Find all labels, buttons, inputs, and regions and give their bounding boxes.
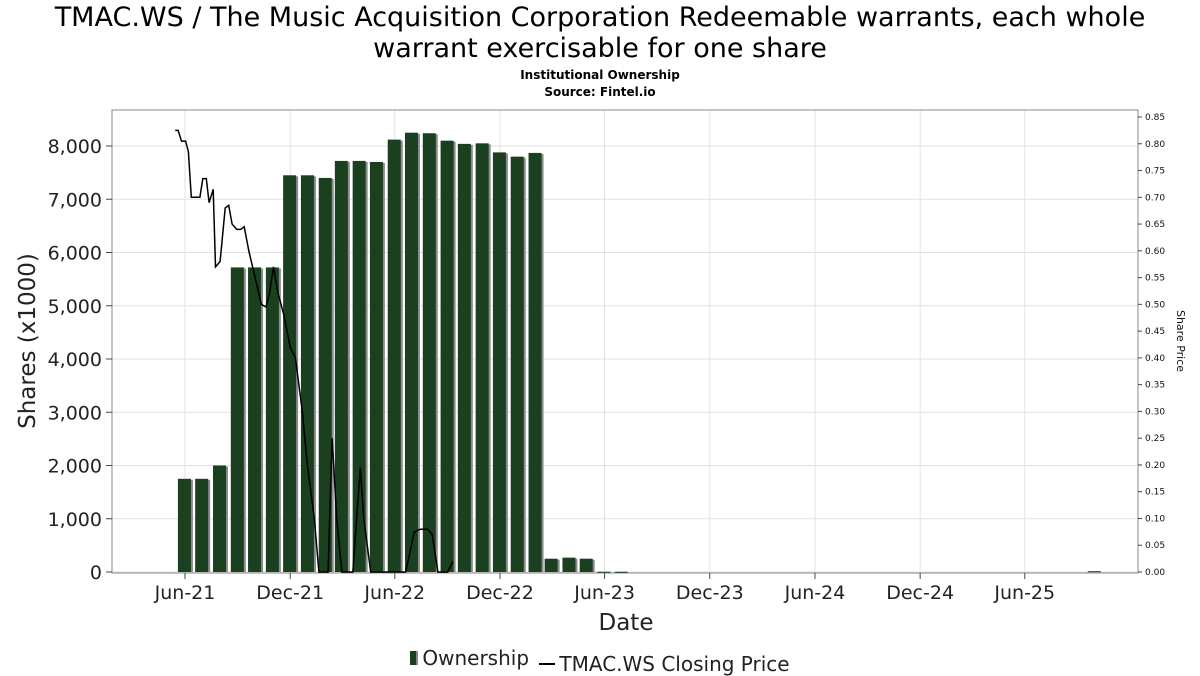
x-tick-label: Dec-24 xyxy=(886,582,954,604)
y-tick-label: 1,000 xyxy=(48,509,102,531)
secondary-y-axis-title: Share Price xyxy=(1174,310,1187,372)
legend-item-ownership: Ownership xyxy=(410,646,529,670)
secondary-y-axis: 0.00 0.05 0.10 0.15 0.20 0.25 0.30 0.35 0.40 0.45… xyxy=(1138,113,1165,578)
ownership-bar xyxy=(230,267,244,572)
ownership-bar xyxy=(248,267,262,572)
legend-label-ownership: Ownership xyxy=(422,646,530,670)
ownership-bar xyxy=(1087,571,1101,573)
ownership-bar xyxy=(318,177,332,572)
y-tick-label: 2,000 xyxy=(48,456,102,478)
x-tick-label: Jun-21 xyxy=(154,582,216,604)
y2-tick-label: 0.45 xyxy=(1145,327,1165,337)
x-tick-label: Jun-23 xyxy=(573,582,635,604)
x-tick-label: Jun-25 xyxy=(993,582,1055,604)
chart-source: Source: Fintel.io xyxy=(544,85,656,99)
y-tick-label: 7,000 xyxy=(48,189,102,211)
x-tick-label: Dec-23 xyxy=(676,582,744,604)
ownership-bar xyxy=(492,152,506,572)
y2-tick-label: 0.25 xyxy=(1145,434,1165,444)
y2-tick-label: 0.50 xyxy=(1145,300,1165,310)
y2-tick-label: 0.40 xyxy=(1145,354,1165,364)
chart-title: TMAC.WS / The Music Acquisition Corporat… xyxy=(54,2,1146,64)
ownership-bar xyxy=(195,478,209,572)
y-axis-title: Shares (x1000) xyxy=(15,253,41,429)
ownership-bar xyxy=(300,175,314,572)
ownership-bar xyxy=(597,571,611,573)
y2-tick-label: 0.80 xyxy=(1145,140,1165,150)
ownership-bar xyxy=(528,152,542,573)
ownership-bar xyxy=(579,558,593,572)
y-tick-label: 4,000 xyxy=(48,349,102,371)
y2-tick-label: 0.20 xyxy=(1145,461,1165,471)
grid xyxy=(112,110,1138,573)
ownership-bar xyxy=(334,160,348,572)
ownership-bar xyxy=(177,478,191,572)
y2-tick-label: 0.70 xyxy=(1145,193,1165,203)
legend-label-price: TMAC.WS Closing Price xyxy=(559,652,790,676)
y2-tick-label: 0.75 xyxy=(1145,167,1165,177)
ownership-bar xyxy=(510,156,524,572)
legend-bar-swatch xyxy=(410,651,419,665)
x-tick-label: Jun-22 xyxy=(363,582,425,604)
y2-tick-label: 0.05 xyxy=(1145,541,1165,551)
y2-tick-label: 0.55 xyxy=(1145,274,1165,284)
x-tick-label: Jun-24 xyxy=(784,582,846,604)
ownership-bar xyxy=(562,557,576,572)
legend-item-price: TMAC.WS Closing Price xyxy=(539,652,790,676)
y2-tick-label: 0.85 xyxy=(1145,113,1165,123)
y2-tick-label: 0.65 xyxy=(1145,220,1165,230)
y-tick-label: 5,000 xyxy=(48,296,102,318)
y2-tick-label: 0.10 xyxy=(1145,514,1165,524)
legend-line-swatch xyxy=(539,663,556,665)
y-axis: 0 1,000 2,000 3,000 4,000 5,000 6,000 7,000 8,00… xyxy=(48,136,112,584)
ownership-bar xyxy=(404,132,418,572)
y-tick-label: 3,000 xyxy=(48,402,102,424)
ownership-bar xyxy=(457,143,471,572)
ownership-bar xyxy=(544,558,558,572)
y2-tick-label: 0.35 xyxy=(1145,381,1165,391)
ownership-bar xyxy=(440,140,454,573)
y2-tick-label: 0.00 xyxy=(1145,568,1165,578)
price-series-line xyxy=(175,129,454,573)
y-tick-label: 8,000 xyxy=(48,136,102,158)
plot-area xyxy=(111,109,1139,574)
x-axis-title: Date xyxy=(599,610,654,636)
ownership-bar xyxy=(369,161,383,572)
ownership-bar xyxy=(283,175,297,572)
ownership-bar xyxy=(265,267,279,572)
ownership-bar xyxy=(422,133,436,572)
y2-tick-label: 0.30 xyxy=(1145,407,1165,417)
ownership-bar xyxy=(475,143,489,572)
y2-tick-label: 0.15 xyxy=(1145,488,1165,498)
chart-subtitle: Institutional Ownership xyxy=(520,68,680,82)
legend: Ownership TMAC.WS Closing Price xyxy=(0,646,1200,676)
y-tick-label: 6,000 xyxy=(48,243,102,265)
ownership-bar xyxy=(614,571,628,573)
x-axis: Jun-21 Dec-21 Jun-22 Dec-22 Jun-23 Dec-23 Jun-… xyxy=(154,573,1055,604)
x-tick-label: Dec-21 xyxy=(256,582,324,604)
y2-tick-label: 0.60 xyxy=(1145,247,1165,257)
ownership-bar xyxy=(212,465,226,572)
ownership-bar xyxy=(352,160,366,572)
ownership-bars xyxy=(177,132,1101,573)
x-tick-label: Dec-22 xyxy=(466,582,534,604)
ownership-bar xyxy=(387,139,401,573)
y-tick-label: 0 xyxy=(90,562,102,584)
